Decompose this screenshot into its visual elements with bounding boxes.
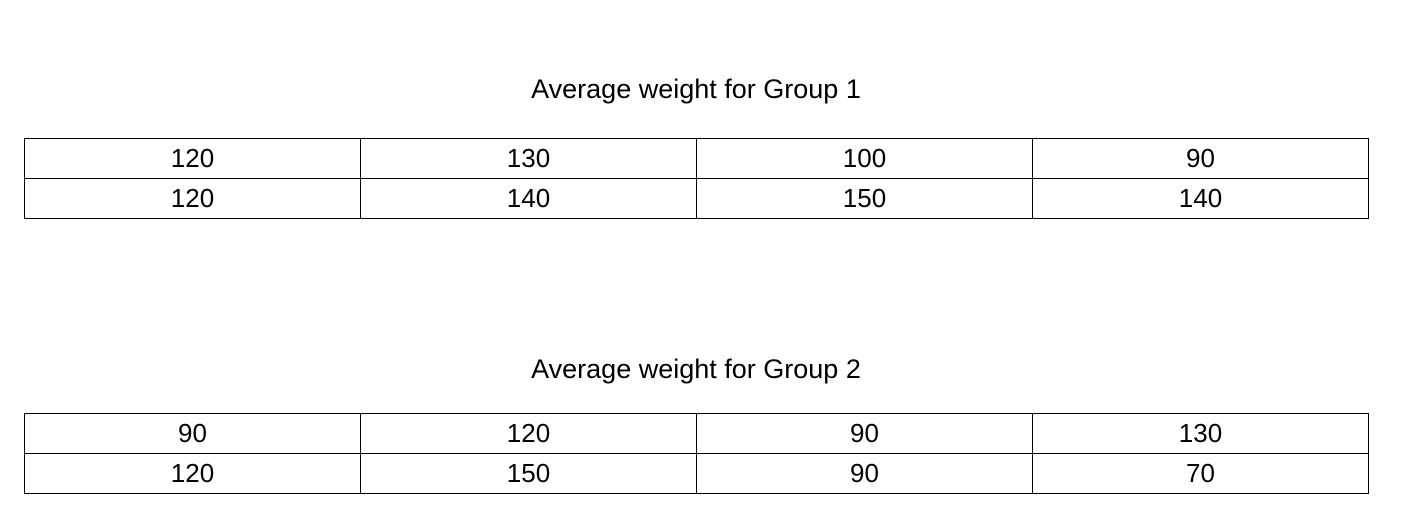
- table-cell: 140: [1032, 178, 1369, 219]
- section-title: Average weight for Group 2: [531, 354, 861, 384]
- table-row: 120 130 100 90: [24, 138, 1369, 179]
- table-row: 120 140 150 140: [24, 178, 1369, 219]
- table-cell: 150: [360, 453, 697, 494]
- table-cell: 120: [360, 413, 697, 454]
- table-cell: 130: [1032, 413, 1369, 454]
- table-cell: 90: [696, 453, 1033, 494]
- table-cell: 90: [24, 413, 361, 454]
- table-cell: 90: [1032, 138, 1369, 179]
- table-cell: 130: [360, 138, 697, 179]
- table-cell: 70: [1032, 453, 1369, 494]
- data-table: 120 130 100 90 120 140 150 140: [24, 138, 1369, 219]
- table-cell: 120: [24, 138, 361, 179]
- table-row: 90 120 90 130: [24, 413, 1369, 454]
- table-cell: 150: [696, 178, 1033, 219]
- table-cell: 120: [24, 453, 361, 494]
- table-cell: 120: [24, 178, 361, 219]
- table-cell: 140: [360, 178, 697, 219]
- table-row: 120 150 90 70: [24, 453, 1369, 494]
- table-cell: 90: [696, 413, 1033, 454]
- section-title: Average weight for Group 1: [531, 74, 861, 104]
- data-table: 90 120 90 130 120 150 90 70: [24, 413, 1369, 494]
- table-cell: 100: [696, 138, 1033, 179]
